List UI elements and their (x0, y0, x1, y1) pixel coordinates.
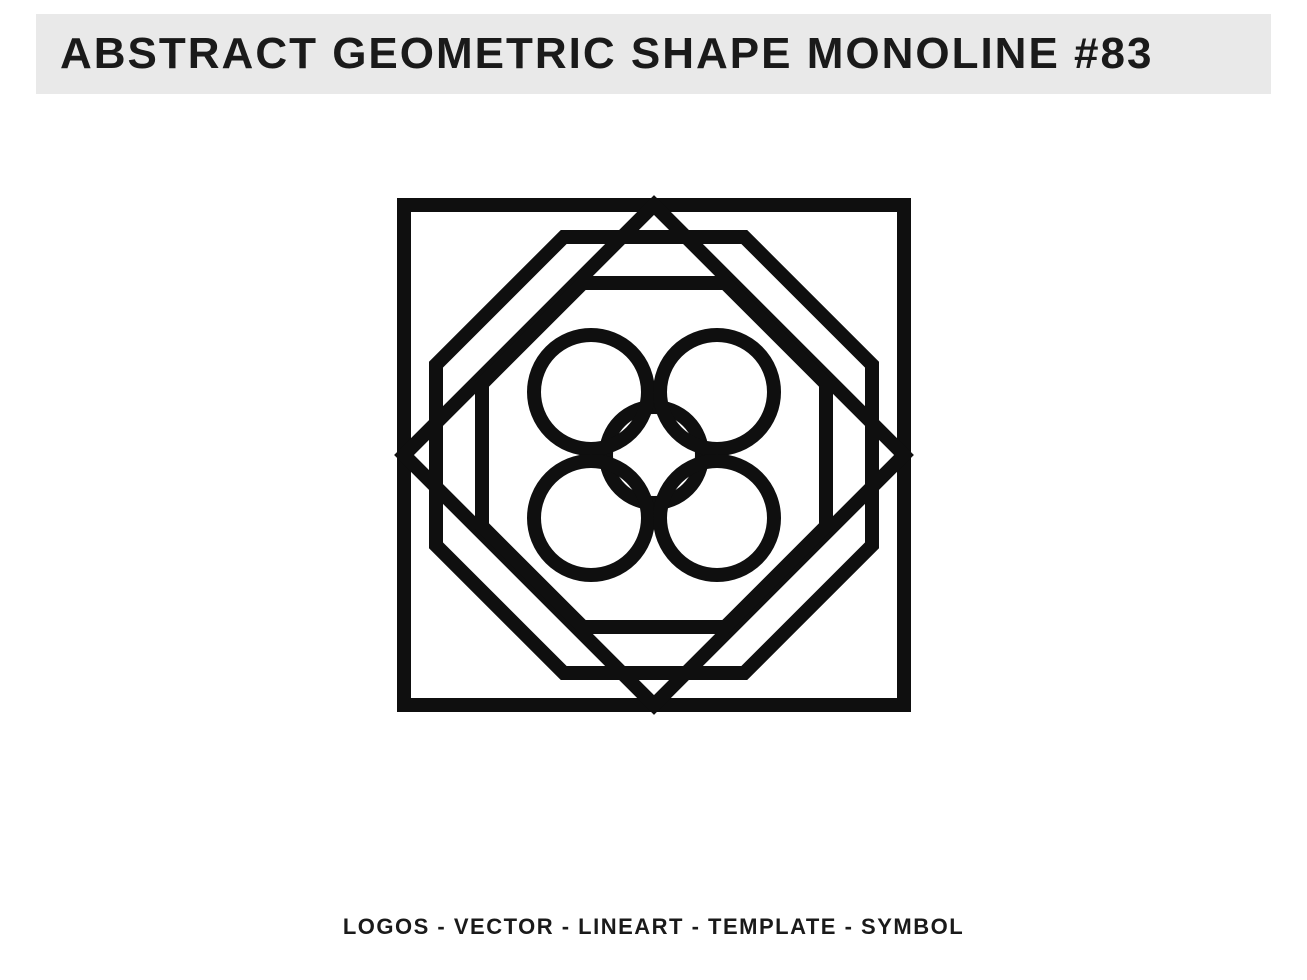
monoline-figure (394, 195, 914, 715)
header-title: ABSTRACT GEOMETRIC SHAPE MONOLINE #83 (60, 29, 1153, 79)
header-bar: ABSTRACT GEOMETRIC SHAPE MONOLINE #83 (36, 14, 1271, 94)
figure-wrap (0, 195, 1307, 715)
footer-wrap: LOGOS - VECTOR - LINEART - TEMPLATE - SY… (0, 914, 1307, 940)
page-root: ABSTRACT GEOMETRIC SHAPE MONOLINE #83 LO… (0, 0, 1307, 980)
footer-text: LOGOS - VECTOR - LINEART - TEMPLATE - SY… (343, 914, 964, 939)
